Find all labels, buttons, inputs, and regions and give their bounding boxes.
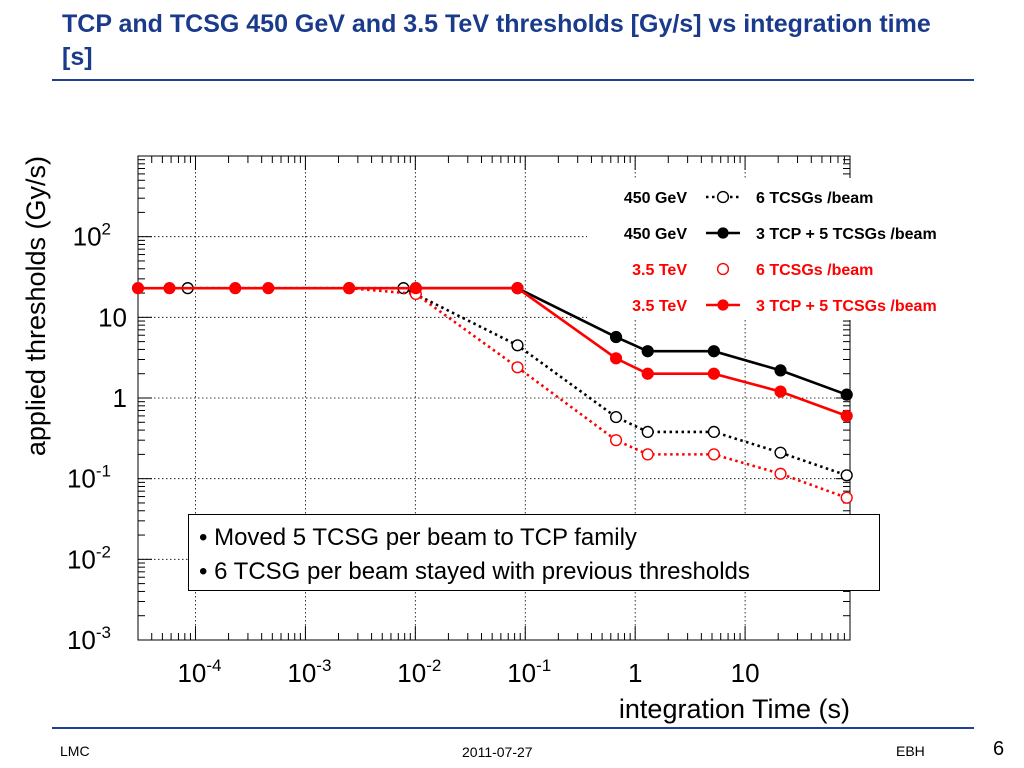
data-point	[840, 469, 853, 482]
series-line	[187, 286, 848, 477]
legend-marker	[717, 299, 729, 311]
page-number: 6	[993, 738, 1005, 760]
y-tick-label: 10-2	[67, 542, 111, 574]
data-point	[163, 282, 176, 295]
data-point	[609, 330, 623, 344]
legend-energy: 3.5 TeV	[632, 262, 687, 279]
footer-right-label: EBH	[896, 743, 925, 759]
data-point	[774, 364, 787, 377]
x-tick-label: 10-4	[177, 656, 221, 688]
legend-box	[587, 178, 987, 320]
legend-marker	[717, 227, 729, 239]
data-point	[707, 345, 720, 358]
data-point	[343, 282, 356, 295]
legend-label: 3 TCP + 5 TCSGs /beam	[756, 226, 937, 243]
y-tick-label: 102	[73, 220, 111, 252]
legend: 450 GeV 6 TCSGs /beam 450 GeV 3 TCP + 5 TCS…	[587, 178, 987, 320]
legend-energy: 450 GeV	[624, 226, 687, 243]
series	[131, 282, 853, 504]
legend-label: 6 TCSGs /beam	[756, 190, 873, 207]
y-tick-label: 10-3	[67, 623, 111, 655]
callout-bullet-2: • 6 TCSG per beam stayed with previous t…	[199, 558, 750, 585]
data-point	[774, 385, 787, 398]
x-tick-label: 10-1	[507, 656, 551, 688]
data-point	[609, 434, 623, 447]
y-axis-title: applied thresholds (Gy/s)	[21, 156, 51, 456]
data-point	[774, 467, 787, 480]
footer-date: 2011-07-27	[462, 744, 533, 760]
data-point	[707, 425, 720, 438]
data-point	[511, 282, 524, 295]
data-point	[641, 367, 654, 380]
x-axis-title: integration Time (s)	[619, 694, 850, 724]
data-point	[840, 491, 853, 504]
x-tick-label: 10	[731, 658, 760, 688]
data-point	[840, 409, 853, 422]
x-tick-label: 10-2	[397, 656, 441, 688]
series-line	[138, 286, 848, 418]
data-point	[641, 345, 654, 358]
legend-energy: 3.5 TeV	[632, 298, 687, 315]
callout-bullet-1: • Moved 5 TCSG per beam to TCP family	[199, 524, 637, 551]
data-point	[229, 282, 242, 295]
legend-marker	[716, 190, 730, 204]
legend-label: 6 TCSGs /beam	[756, 262, 873, 279]
y-tick-label: 1	[113, 383, 127, 413]
data-point	[609, 410, 623, 424]
data-point	[131, 282, 145, 295]
data-point	[707, 448, 720, 461]
y-tick-label: 10-1	[67, 462, 111, 494]
data-point	[774, 446, 787, 459]
legend-energy: 450 GeV	[624, 190, 687, 207]
legend-label: 3 TCP + 5 TCSGs /beam	[756, 298, 937, 315]
data-point	[707, 367, 720, 380]
slide-title: TCP and TCSG 450 GeV and 3.5 TeV thresho…	[62, 10, 931, 71]
series-line	[349, 286, 848, 499]
footer-rule	[52, 727, 974, 729]
footer-left-label: LMC	[60, 743, 90, 759]
y-tick-label: 10	[98, 302, 127, 332]
legend-marker	[716, 262, 730, 276]
callout-box: • Moved 5 TCSG per beam to TCP family • …	[188, 514, 880, 591]
data-point	[511, 339, 524, 352]
x-tick-label: 1	[628, 658, 642, 688]
axes: 10-4 10-3 10-2 10-1 1 10 10-3 10-2 10-1 1 10 102 int…	[21, 155, 851, 724]
data-point	[840, 388, 853, 401]
x-tick-label: 10-3	[287, 656, 331, 688]
title-underline	[52, 79, 974, 81]
data-point	[409, 282, 422, 295]
data-point	[641, 425, 654, 438]
data-point	[262, 282, 275, 295]
data-point	[609, 352, 623, 365]
data-point	[641, 448, 654, 461]
data-point	[511, 361, 524, 374]
